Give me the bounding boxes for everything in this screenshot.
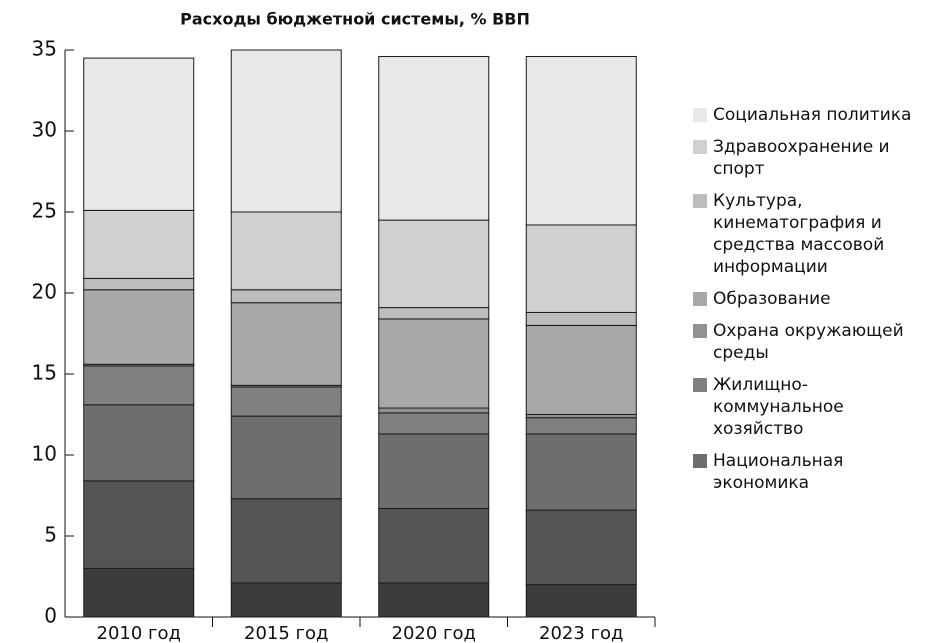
x-tick-label: 2010 год <box>97 623 181 643</box>
bar-segment <box>83 404 195 482</box>
bar-segment <box>378 55 490 221</box>
y-tick-label: 10 <box>32 442 57 466</box>
bar-segment <box>230 289 342 304</box>
bar-segment <box>230 49 342 213</box>
x-tick-label: 2015 год <box>244 623 328 643</box>
x-tick-label: 2023 год <box>539 623 623 643</box>
legend-item: Жилищно-коммунальное хозяйство <box>693 374 925 440</box>
x-tick-label: 2020 год <box>392 623 476 643</box>
y-tick-label: 0 <box>44 604 57 628</box>
legend-swatch <box>693 194 707 208</box>
legend-label: Здравоохранение и спорт <box>713 137 890 179</box>
y-tick-label: 30 <box>32 118 57 142</box>
bar-segment <box>230 302 342 386</box>
y-tick-label: 25 <box>32 199 57 223</box>
legend-swatch <box>693 324 707 338</box>
bar-segment <box>230 498 342 584</box>
bar-segment <box>378 412 490 435</box>
y-tick-label: 20 <box>32 280 57 304</box>
bar-segment <box>378 433 490 509</box>
bar-segment <box>378 407 490 414</box>
bar-segment <box>378 219 490 309</box>
legend-label: Охрана окружающей среды <box>713 321 904 363</box>
legend-item: Здравоохранение и спорт <box>693 136 925 180</box>
bar-segment <box>378 507 490 584</box>
bar-segment <box>525 584 637 618</box>
bar-segment <box>525 224 637 313</box>
legend-swatch <box>693 378 707 392</box>
chart-title: Расходы бюджетной системы, % ВВП <box>180 10 530 29</box>
legend-item: Охрана окружающей среды <box>693 320 925 364</box>
bar-segment <box>525 324 637 415</box>
bar-segment <box>83 480 195 569</box>
legend-swatch <box>693 292 707 306</box>
bar-segment <box>378 318 490 409</box>
legend-label: Образование <box>713 289 831 309</box>
bar-segment <box>83 365 195 406</box>
y-tick-label: 35 <box>32 37 57 61</box>
bar-segment <box>230 415 342 500</box>
legend-item: Культура, кинематография и средства масс… <box>693 190 925 278</box>
bar-segment <box>230 211 342 291</box>
bar-segment <box>230 582 342 618</box>
legend-swatch <box>693 140 707 154</box>
legend-swatch <box>693 108 707 122</box>
bar-segment <box>525 311 637 326</box>
bar-segment <box>525 509 637 586</box>
bar-segment <box>83 209 195 279</box>
bar-segment <box>83 289 195 365</box>
bar-segment <box>83 57 195 211</box>
bar-segment <box>83 277 195 291</box>
bar-segment <box>378 582 490 618</box>
bar-segment <box>525 417 637 435</box>
legend: Социальная политика Здравоохранение и спо… <box>693 104 925 494</box>
legend-item: Национальная экономика <box>693 450 925 494</box>
legend-item: Образование <box>693 288 925 310</box>
y-tick-label: 5 <box>44 523 57 547</box>
bar-segment <box>83 567 195 618</box>
bar-segment <box>230 386 342 417</box>
legend-label: Национальная экономика <box>713 451 844 493</box>
legend-label: Жилищно-коммунальное хозяйство <box>713 375 844 439</box>
legend-item: Социальная политика <box>693 104 925 126</box>
bar-segment <box>525 55 637 226</box>
bar-segment <box>525 433 637 511</box>
legend-label: Культура, кинематография и средства масс… <box>713 191 885 277</box>
bar-segment <box>378 307 490 320</box>
y-tick-label: 15 <box>32 361 57 385</box>
legend-swatch <box>693 454 707 468</box>
legend-label: Социальная политика <box>713 105 912 125</box>
